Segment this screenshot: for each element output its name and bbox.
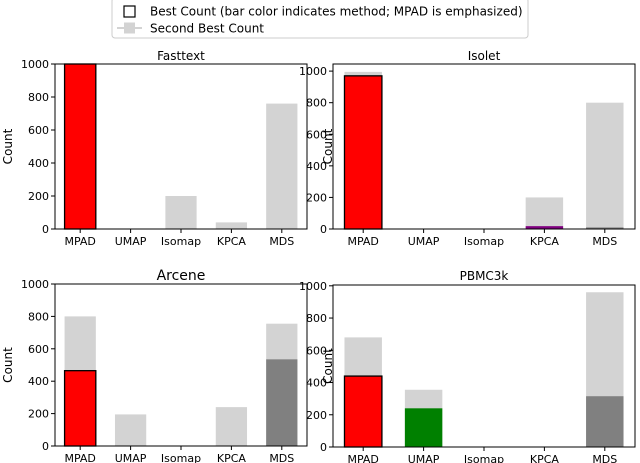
legend-label-second: Second Best Count (150, 22, 264, 36)
y-tick-label: 600 (306, 344, 327, 357)
x-tick-label-kpca: KPCA (217, 452, 247, 463)
chart-panel-3: 0 200 400 600 800 1000 MPAD UMAP Isomap KPCA MDS Ar… (1, 268, 308, 463)
chart-panel-1: 0 200 400 600 800 1000 MPAD UMAP Isomap KPCA MDS Fa… (1, 49, 308, 248)
y-tick-label: 200 (306, 191, 327, 204)
x-tick-label-isomap: Isomap (161, 235, 201, 248)
x-tick-label-umap: UMAP (115, 452, 147, 463)
y-tick-label: 600 (306, 128, 327, 141)
legend-frame (111, 0, 529, 39)
y-tick-label: 1000 (21, 58, 49, 71)
y-tick-label: 200 (28, 408, 49, 421)
x-tick-label-kpca: KPCA (530, 453, 560, 463)
x-tick-label-mpad: MPAD (347, 235, 378, 248)
chart-panel-4: 0 200 400 600 800 1000 MPAD UMAP Isomap KPCA MDS PB… (299, 269, 636, 463)
bar-second-kpca (525, 197, 564, 229)
bar-second-mds (266, 103, 298, 229)
y-tick-label: 800 (28, 91, 49, 104)
y-tick-label: 0 (42, 223, 49, 236)
y-tick-label: 600 (28, 343, 49, 356)
x-tick-label-mds: MDS (269, 452, 294, 463)
x-tick-label-mpad: MPAD (347, 453, 378, 463)
y-tick-label: 200 (306, 409, 327, 422)
y-tick-label: 1000 (21, 278, 49, 291)
x-tick-label-umap: UMAP (408, 453, 440, 463)
y-tick-label: 800 (306, 97, 327, 110)
x-tick-label-mpad: MPAD (64, 235, 95, 248)
chart-panels: 0 200 400 600 800 1000 MPAD UMAP Isomap KPCA MDS Fa… (1, 49, 636, 463)
y-axis-label: Count (1, 128, 15, 164)
y-tick-label: 800 (28, 310, 49, 323)
x-tick-label-isomap: Isomap (464, 235, 504, 248)
chart-title: Isolet (468, 49, 501, 63)
chart-title: Fasttext (157, 49, 205, 63)
legend-swatch-second (124, 22, 135, 34)
bar-best-mpad (63, 370, 97, 447)
bar-best-mpad (343, 75, 383, 230)
bar-best-mpad (63, 63, 97, 230)
y-tick-label: 400 (306, 377, 327, 390)
y-tick-label: 400 (306, 160, 327, 173)
legend: Best Count (bar color indicates method; … (111, 0, 529, 39)
y-tick-label: 1000 (299, 65, 327, 78)
y-tick-label: 400 (28, 375, 49, 388)
x-tick-label-isomap: Isomap (161, 452, 201, 463)
chart-panel-2: 0 200 400 600 800 1000 MPAD UMAP Isomap KPCA MDS Is… (299, 49, 636, 248)
y-tick-label: 600 (28, 124, 49, 137)
y-tick-label: 800 (306, 312, 327, 325)
x-tick-label-umap: UMAP (408, 235, 440, 248)
y-tick-label: 1000 (299, 280, 327, 293)
y-axis-label: Count (1, 347, 15, 383)
x-tick-label-umap: UMAP (115, 235, 147, 248)
x-tick-label-mds: MDS (269, 235, 294, 248)
legend-label-best: Best Count (bar color indicates method; … (150, 5, 523, 19)
chart-title: Arcene (157, 268, 206, 284)
x-tick-label-kpca: KPCA (217, 235, 247, 248)
y-tick-label: 400 (28, 157, 49, 170)
y-tick-label: 0 (42, 440, 49, 453)
x-tick-label-kpca: KPCA (530, 235, 560, 248)
bar-second-kpca (215, 222, 248, 229)
bar-best-mds (586, 396, 624, 447)
bar-second-umap (114, 414, 147, 446)
x-tick-label-isomap: Isomap (464, 453, 504, 463)
y-tick-label: 200 (28, 190, 49, 203)
bar-best-mds (586, 227, 624, 229)
y-tick-label: 0 (320, 223, 327, 236)
bar-best-mpad (343, 375, 383, 448)
x-tick-label-mds: MDS (592, 235, 617, 248)
chart-title: PBMC3k (460, 269, 509, 283)
bar-best-umap (404, 408, 443, 447)
y-axis-label: Count (321, 128, 335, 164)
y-tick-label: 0 (320, 441, 327, 454)
bar-second-kpca (215, 407, 248, 446)
bar-second-isomap (165, 196, 197, 229)
bar-second-mds (586, 102, 624, 229)
x-tick-label-mds: MDS (592, 453, 617, 463)
bar-best-mds (266, 359, 298, 446)
legend-swatch-best (123, 5, 136, 18)
x-tick-label-mpad: MPAD (64, 452, 95, 463)
y-axis-label: Count (321, 348, 335, 384)
bar-best-kpca (525, 226, 564, 229)
